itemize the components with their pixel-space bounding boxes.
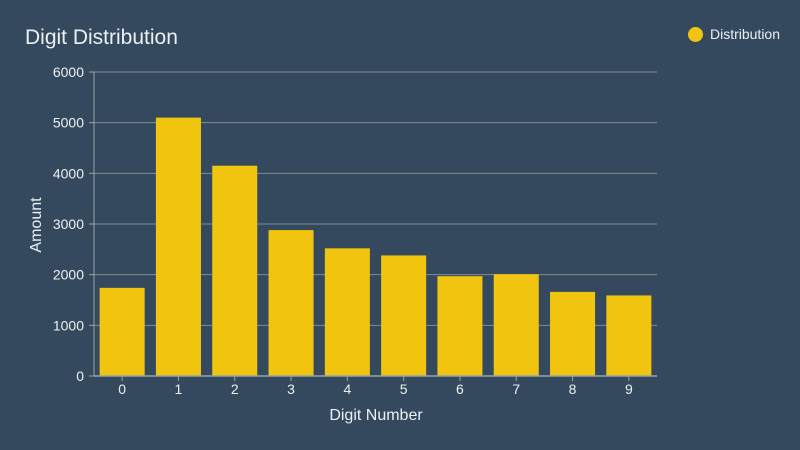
bar-digit-6[interactable]	[437, 276, 483, 376]
x-tick-label: 3	[287, 381, 295, 397]
y-tick-label: 1000	[53, 317, 84, 333]
legend[interactable]: Distribution	[687, 26, 780, 42]
x-tick-label: 7	[512, 381, 520, 397]
x-tick-label: 0	[118, 381, 126, 397]
bar-digit-0[interactable]	[99, 287, 145, 376]
bar-digit-1[interactable]	[155, 117, 201, 376]
bar-digit-8[interactable]	[550, 291, 596, 376]
x-axis-label: Digit Number	[329, 407, 423, 424]
y-tick-label: 6000	[53, 64, 84, 80]
x-tick-label: 5	[400, 381, 408, 397]
x-tick-label: 9	[625, 381, 633, 397]
x-tick-label: 6	[456, 381, 464, 397]
y-axis-label: Amount	[28, 197, 45, 253]
x-tick-label: 8	[569, 381, 577, 397]
legend-swatch-icon	[687, 26, 703, 42]
chart-title: Digit Distribution	[25, 26, 178, 49]
bar-digit-9[interactable]	[606, 295, 652, 376]
x-tick-label: 1	[175, 381, 183, 397]
bar-digit-4[interactable]	[324, 248, 370, 376]
x-tick-labels: 0 1 2 3 4 5 6 7 8 9	[118, 376, 633, 397]
bars	[99, 117, 652, 376]
bar-digit-3[interactable]	[268, 230, 314, 376]
y-tick-label: 2000	[53, 267, 84, 283]
bar-digit-5[interactable]	[381, 255, 427, 376]
x-tick-label: 2	[231, 381, 239, 397]
y-tick-label: 5000	[53, 115, 84, 131]
bar-digit-7[interactable]	[493, 274, 539, 376]
legend-label: Distribution	[709, 26, 780, 42]
x-tick-label: 4	[343, 381, 351, 397]
y-tick-label: 3000	[53, 216, 84, 232]
y-tick-label: 0	[76, 368, 84, 384]
bar-digit-2[interactable]	[212, 165, 258, 376]
y-tick-labels: 0 1000 2000 3000 4000 5000 6000	[53, 64, 94, 384]
y-tick-label: 4000	[53, 165, 84, 181]
